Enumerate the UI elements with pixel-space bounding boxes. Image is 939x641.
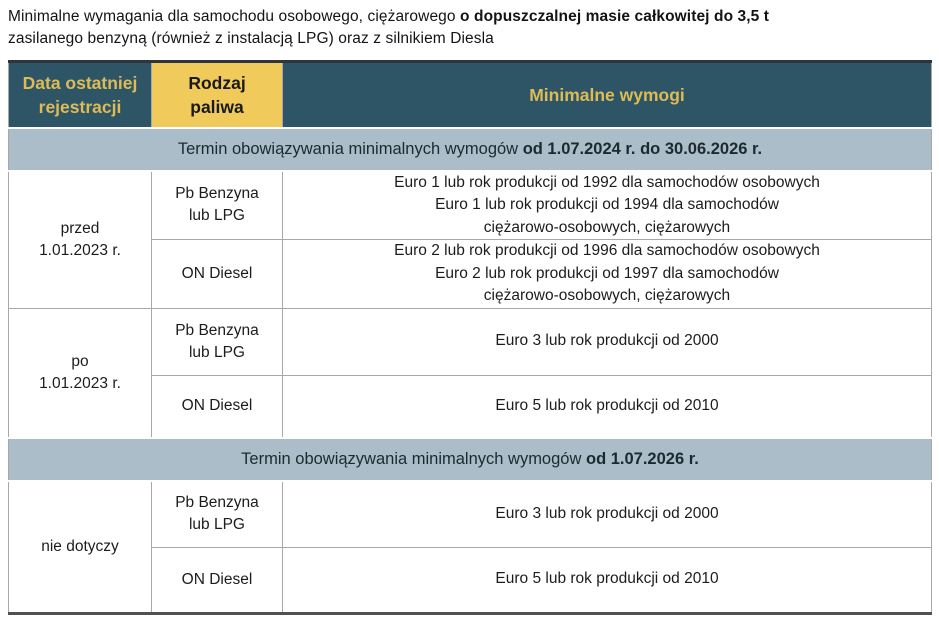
section-band-2024-2026: Termin obowiązywania minimalnych wymogów…	[8, 126, 932, 172]
col-header-registration-date-line2: rejestracji	[38, 96, 122, 117]
fuel-cell: Pb Benzyna lub LPG	[151, 307, 283, 376]
page-title: Minimalne wymagania dla samochodu osobow…	[8, 6, 932, 49]
fuel-cell: Pb Benzyna lub LPG	[151, 480, 283, 548]
section-band-bold: od 1.07.2026 r.	[585, 450, 699, 468]
fuel-cell: ON Diesel	[151, 374, 283, 439]
fuel-cell: ON Diesel	[151, 239, 283, 309]
section-band-text: Termin obowiązywania minimalnych wymogów…	[8, 126, 932, 172]
table-row: ON Diesel Euro 2 lub rok produkcji od 19…	[9, 239, 932, 309]
requirement-cell: Euro 3 lub rok produkcji od 2000	[282, 307, 932, 376]
col-header-registration-date-line1: Data ostatniej	[22, 72, 138, 93]
fuel-cell: ON Diesel	[151, 546, 283, 614]
col-header-fuel-type-line1: Rodzaj	[188, 72, 246, 93]
requirement-cell: Euro 2 lub rok produkcji od 1996 dla sam…	[282, 239, 932, 309]
table-row: przed 1.01.2023 r. Pb Benzyna lub LPG Eu…	[8, 170, 932, 309]
table-row: po 1.01.2023 r. Pb Benzyna lub LPG Euro …	[8, 307, 932, 439]
requirements-table: Data ostatniej rejestracji Rodzaj paliwa…	[8, 60, 932, 615]
section-band-normal: Termin obowiązywania minimalnych wymogów	[177, 139, 519, 158]
requirement-cell: Euro 3 lub rok produkcji od 2000	[282, 480, 932, 548]
date-cell-przed: przed 1.01.2023 r.	[8, 170, 152, 309]
section-band-text: Termin obowiązywania minimalnych wymogów…	[8, 437, 932, 482]
table-row: ON Diesel Euro 5 lub rok produkcji od 20…	[9, 374, 932, 439]
title-bold: o dopuszczalnej masie całkowitej do 3,5 …	[460, 8, 770, 25]
table-header-row: Data ostatniej rejestracji Rodzaj paliwa…	[8, 61, 932, 128]
requirement-cell: Euro 1 lub rok produkcji od 1992 dla sam…	[282, 170, 932, 240]
date-cell-po: po 1.01.2023 r.	[8, 307, 152, 439]
title-line2: zasilanego benzyną (również z instalacją…	[8, 29, 494, 47]
col-header-registration-date: Data ostatniej rejestracji	[8, 61, 152, 128]
table-row: nie dotyczy Pb Benzyna lub LPG Euro 3 lu…	[8, 480, 932, 614]
title-normal: Minimalne wymagania dla samochodu osobow…	[8, 8, 456, 25]
requirement-cell: Euro 5 lub rok produkcji od 2010	[282, 546, 932, 614]
col-header-fuel-type: Rodzaj paliwa	[151, 61, 283, 128]
date-cell-nie-dotyczy: nie dotyczy	[8, 480, 152, 614]
section-band-2026: Termin obowiązywania minimalnych wymogów…	[8, 437, 932, 482]
fuel-cell: Pb Benzyna lub LPG	[151, 170, 283, 240]
col-header-min-requirements: Minimalne wymogi	[282, 61, 932, 128]
col-header-fuel-type-line2: paliwa	[190, 96, 244, 117]
requirement-cell: Euro 5 lub rok produkcji od 2010	[282, 374, 932, 439]
table-row: ON Diesel Euro 5 lub rok produkcji od 20…	[9, 546, 932, 614]
section-band-bold: od 1.07.2024 r. do 30.06.2026 r.	[522, 139, 763, 158]
section-band-normal: Termin obowiązywania minimalnych wymogów	[241, 450, 582, 468]
